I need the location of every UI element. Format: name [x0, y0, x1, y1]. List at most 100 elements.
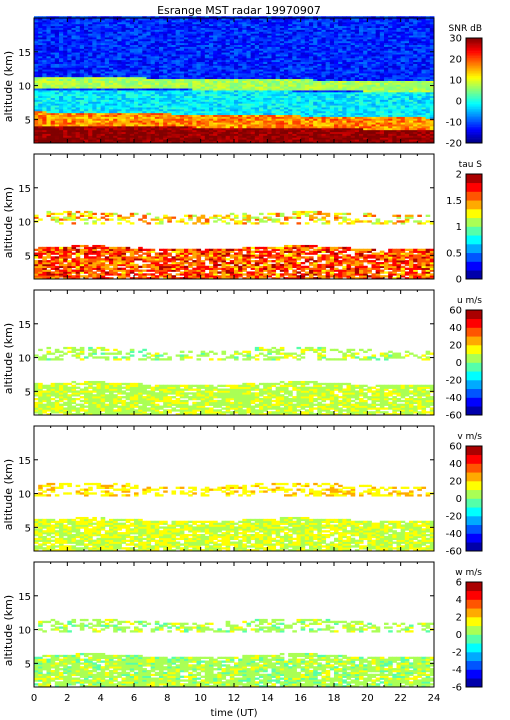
heatmap-cell [100, 95, 106, 98]
heatmap-cell [225, 133, 231, 136]
heatmap-cell [209, 52, 214, 55]
heatmap-cell [142, 97, 147, 100]
heatmap-cell [184, 133, 189, 136]
heatmap-cell [129, 55, 135, 59]
heatmap-cell [88, 35, 93, 38]
heatmap-cell [138, 105, 143, 108]
heatmap-cell [104, 50, 110, 53]
heatmap-cell [246, 37, 252, 40]
heatmap-cell [204, 82, 210, 85]
heatmap-cell [54, 124, 60, 127]
heatmap-cell [100, 40, 106, 44]
heatmap-cell [192, 44, 197, 47]
heatmap-cell [117, 52, 122, 55]
heatmap-cell [46, 33, 52, 36]
heatmap-cell [225, 55, 231, 59]
heatmap-cell [71, 76, 77, 80]
heatmap-cell [150, 23, 156, 27]
heatmap-cell [88, 90, 93, 93]
heatmap-cell [238, 40, 243, 44]
heatmap-cell [179, 71, 185, 74]
heatmap-cell [146, 71, 152, 74]
heatmap-cell [146, 120, 152, 123]
heatmap-cell [150, 69, 156, 72]
heatmap-cell [46, 114, 52, 117]
heatmap-cell [175, 78, 181, 81]
heatmap-cell [75, 95, 81, 98]
heatmap-cell [142, 25, 147, 28]
heatmap-cell [229, 88, 235, 91]
heatmap-cell [50, 31, 56, 34]
heatmap-cell [121, 54, 127, 57]
heatmap-cell [146, 103, 152, 106]
heatmap-cell [229, 33, 235, 36]
heatmap-cell [238, 131, 243, 134]
heatmap-cell [113, 61, 118, 64]
heatmap-cell [154, 71, 160, 74]
heatmap-cell [117, 91, 122, 95]
heatmap-cell [104, 67, 110, 70]
heatmap-cell [238, 31, 243, 34]
heatmap-cell [100, 107, 106, 110]
heatmap-cell [46, 57, 52, 61]
heatmap-cell [142, 120, 147, 123]
heatmap-cell [188, 18, 193, 21]
heatmap-cell [121, 112, 127, 116]
heatmap-cell [175, 80, 181, 83]
heatmap-cell [184, 80, 189, 83]
heatmap-cell [184, 61, 189, 64]
heatmap-cell [175, 48, 181, 51]
heatmap-cell [117, 33, 122, 36]
heatmap-cell [204, 95, 210, 98]
heatmap-cell [167, 95, 172, 98]
heatmap-cell [34, 48, 39, 51]
heatmap-cell [121, 101, 127, 104]
heatmap-cell [84, 55, 89, 59]
heatmap-cell [34, 95, 39, 98]
heatmap-cell [134, 33, 139, 36]
heatmap-cell [167, 133, 172, 136]
heatmap-cell [59, 42, 64, 46]
heatmap-cell [117, 31, 122, 34]
heatmap-cell [104, 21, 110, 25]
heatmap-cell [250, 116, 256, 119]
heatmap-cell [121, 110, 127, 114]
heatmap-cell [179, 129, 185, 133]
heatmap-cell [221, 25, 227, 28]
heatmap-cell [104, 59, 110, 63]
heatmap-cell [142, 29, 147, 32]
heatmap-cell [46, 54, 52, 57]
heatmap-cell [204, 27, 210, 30]
heatmap-cell [192, 38, 197, 42]
heatmap-cell [38, 55, 43, 59]
heatmap-cell [125, 16, 131, 19]
heatmap-cell [129, 48, 135, 51]
heatmap-cell [63, 133, 68, 136]
heatmap-cell [150, 46, 156, 49]
heatmap-cell [242, 48, 247, 51]
heatmap-cell [154, 73, 160, 76]
heatmap-cell [246, 76, 252, 80]
heatmap-cell [229, 120, 235, 123]
heatmap-cell [213, 23, 218, 27]
heatmap-cell [42, 78, 47, 81]
heatmap-cell [196, 127, 202, 131]
heatmap-cell [54, 35, 60, 38]
heatmap-cell [204, 133, 210, 136]
heatmap-cell [200, 52, 206, 55]
heatmap-cell [217, 107, 222, 110]
heatmap-cell [221, 99, 227, 102]
heatmap-cell [38, 31, 43, 34]
heatmap-cell [138, 55, 143, 59]
heatmap-cell [54, 129, 60, 133]
heatmap-cell [167, 101, 172, 104]
heatmap-cell [129, 44, 135, 47]
heatmap-cell [113, 48, 118, 51]
heatmap-cell [71, 63, 77, 66]
heatmap-cell [75, 61, 81, 64]
heatmap-cell [221, 116, 227, 119]
heatmap-cell [79, 103, 85, 106]
heatmap-cell [88, 84, 93, 87]
heatmap-cell [204, 125, 210, 129]
heatmap-cell [59, 101, 64, 104]
